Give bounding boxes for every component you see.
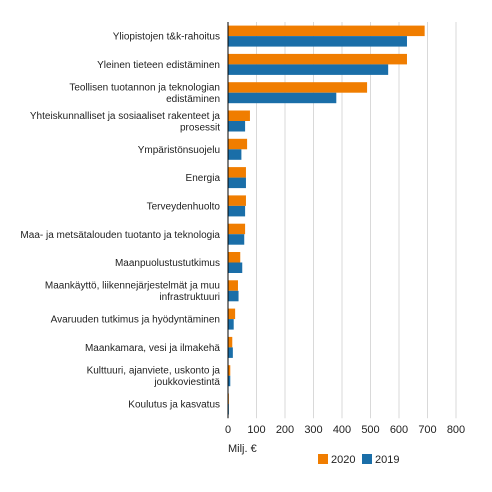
x-tick-300: 300 [304, 424, 322, 436]
bar-2019-12 [228, 375, 231, 387]
category-label-12-line-0: Kulttuuri, ajanviete, uskonto ja [87, 366, 221, 377]
x-tick-200: 200 [276, 424, 294, 436]
category-label-0-line-0: Yliopistojen t&k-rahoitus [113, 32, 220, 43]
bar-2020-0 [228, 25, 425, 37]
legend: 2020 2019 [318, 454, 399, 466]
bar-2019-2 [228, 92, 337, 104]
x-tick-500: 500 [361, 424, 379, 436]
category-label-1-line-0: Yleinen tieteen edistäminen [97, 60, 220, 71]
bar-2019-10 [228, 319, 234, 330]
category-label-5-line-0: Energia [186, 173, 221, 184]
category-label-11-line-0: Maankamara, vesi ja ilmakehä [85, 343, 220, 354]
category-label-3-line-1: prosessit [180, 122, 220, 133]
bar-2019-6 [228, 205, 246, 217]
bar-2020-12 [228, 365, 231, 376]
legend-label-2020: 2020 [331, 454, 355, 466]
category-label-7-line-0: Maa- ja metsätalouden tuotanto ja teknol… [20, 230, 220, 241]
x-tick-400: 400 [333, 424, 351, 436]
bars [228, 25, 425, 415]
category-label-13-line-0: Koulutus ja kasvatus [128, 400, 220, 411]
bar-2020-11 [228, 336, 233, 348]
category-label-3-line-0: Yhteiskunnalliset ja sosiaaliset rakente… [30, 111, 221, 122]
bar-2020-5 [228, 167, 246, 178]
x-tick-600: 600 [390, 424, 408, 436]
bar-2020-1 [228, 53, 407, 65]
bar-2019-11 [228, 347, 233, 358]
gridlines [256, 22, 457, 419]
bar-2020-3 [228, 110, 250, 121]
x-tick-labels: 0 100 200 300 400 500 600 700 800 [225, 424, 465, 436]
bar-2019-4 [228, 149, 242, 160]
category-label-4-line-0: Ympäristönsuojelu [138, 145, 220, 156]
legend-label-2019: 2019 [375, 454, 399, 466]
bar-2020-8 [228, 252, 241, 263]
bar-2020-2 [228, 82, 368, 93]
category-label-2-line-0: Teollisen tuotannon ja teknologian [69, 83, 220, 94]
category-label-12-line-1: joukkoviestintä [153, 377, 220, 388]
x-tick-800: 800 [447, 424, 465, 436]
x-tick-0: 0 [225, 424, 231, 436]
category-labels: Yliopistojen t&k-rahoitus Yleinen tieteen… [20, 32, 220, 411]
x-tick-100: 100 [247, 424, 265, 436]
legend-swatch-2019 [362, 454, 372, 464]
bar-2020-6 [228, 195, 246, 206]
category-label-8-line-0: Maanpuolustustutkimus [115, 258, 220, 269]
bar-2019-3 [228, 121, 246, 132]
x-tick-700: 700 [418, 424, 436, 436]
bar-2020-10 [228, 308, 236, 320]
bar-2019-8 [228, 262, 243, 273]
bar-2019-9 [228, 290, 239, 302]
x-axis-unit-label: Milj. € [228, 443, 257, 455]
category-label-10-line-0: Avaruuden tutkimus ja hyödyntäminen [51, 315, 220, 326]
legend-swatch-2020 [318, 454, 328, 464]
bar-2019-5 [228, 177, 246, 189]
category-label-6-line-0: Terveydenhuolto [147, 201, 221, 212]
bar-2019-7 [228, 234, 245, 245]
category-label-9-line-0: Maankäyttö, liikennejärjestelmät ja muu [45, 281, 220, 292]
category-label-2-line-1: edistäminen [166, 94, 220, 105]
category-label-9-line-1: infrastruktuuri [159, 292, 220, 303]
bar-2019-1 [228, 64, 389, 75]
bar-2020-9 [228, 280, 238, 291]
bar-2020-4 [228, 138, 248, 150]
bar-2019-0 [228, 36, 407, 47]
bar-2020-7 [228, 223, 246, 235]
